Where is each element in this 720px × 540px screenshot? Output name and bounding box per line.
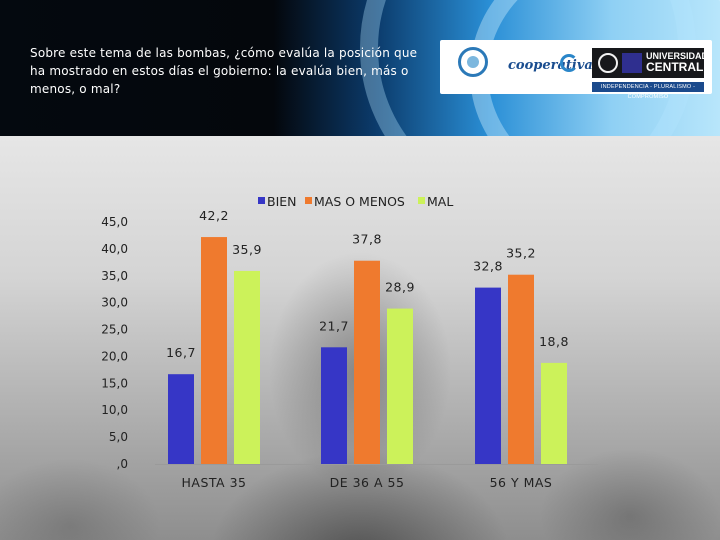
header-banner: Sobre este tema de las bombas, ¿cómo eva… (0, 0, 720, 136)
y-tick-label: 5,0 (109, 430, 128, 444)
y-tick-label: 10,0 (101, 403, 128, 417)
universidad-central-logo: UNIVERSIDAD CENTRAL (592, 48, 708, 78)
y-tick-label: 30,0 (101, 296, 128, 310)
bar-mas-o-menos (354, 260, 380, 464)
y-tick-label: 40,0 (101, 242, 128, 256)
data-label-mas-o-menos: 35,2 (506, 246, 536, 261)
y-tick-label: 35,0 (101, 269, 128, 283)
y-tick-label: 15,0 (101, 376, 128, 390)
legend-label-bien: BIEN (267, 194, 297, 209)
legend-label-mas-o-menos: MAS O MENOS (314, 194, 405, 209)
y-tick-label: 45,0 (101, 215, 128, 229)
bar-mas-o-menos (508, 274, 534, 464)
bar-mal (387, 308, 413, 464)
central-tagline: INDEPENDENCIA - PLURALISMO - COMPROMISO (592, 82, 704, 100)
data-label-bien: 16,7 (166, 345, 196, 360)
bar-bien (475, 287, 501, 464)
legend-swatch-mal (418, 197, 425, 204)
legend-swatch-mas-o-menos (305, 197, 312, 204)
data-label-bien: 21,7 (319, 318, 349, 333)
central-line1: UNIVERSIDAD (646, 51, 709, 61)
legend-swatch-bien (258, 197, 265, 204)
ingenieros-logo (458, 47, 488, 77)
bar-bien (168, 374, 194, 464)
bar-mal (541, 362, 567, 464)
central-logo-text: UNIVERSIDAD CENTRAL (646, 51, 708, 73)
data-label-mas-o-menos: 42,2 (199, 208, 229, 223)
bar-mal (234, 270, 260, 464)
data-label-mal: 28,9 (385, 280, 415, 295)
central-seal-icon (598, 53, 618, 73)
cooperativa-swirl-icon (560, 54, 578, 72)
central-box-icon (622, 53, 642, 73)
data-label-mas-o-menos: 37,8 (352, 232, 382, 247)
bar-mas-o-menos (201, 237, 227, 464)
legend-label-mal: MAL (427, 194, 453, 209)
sponsor-logos: cooperativa UNIVERSIDAD CENTRAL INDEPEND… (440, 40, 712, 100)
y-tick-label: 20,0 (101, 349, 128, 363)
y-tick-label: 25,0 (101, 323, 128, 337)
question-text: Sobre este tema de las bombas, ¿cómo eva… (30, 46, 418, 96)
central-line2: CENTRAL (646, 60, 704, 74)
x-category-label: 56 Y MAS (490, 475, 553, 490)
data-label-mal: 18,8 (539, 334, 569, 349)
bar-bien (321, 347, 347, 464)
data-label-mal: 35,9 (232, 242, 262, 257)
x-category-label: DE 36 A 55 (330, 475, 405, 490)
data-label-bien: 32,8 (473, 259, 503, 274)
y-tick-label: ,0 (117, 457, 128, 471)
x-category-label: HASTA 35 (182, 475, 247, 490)
